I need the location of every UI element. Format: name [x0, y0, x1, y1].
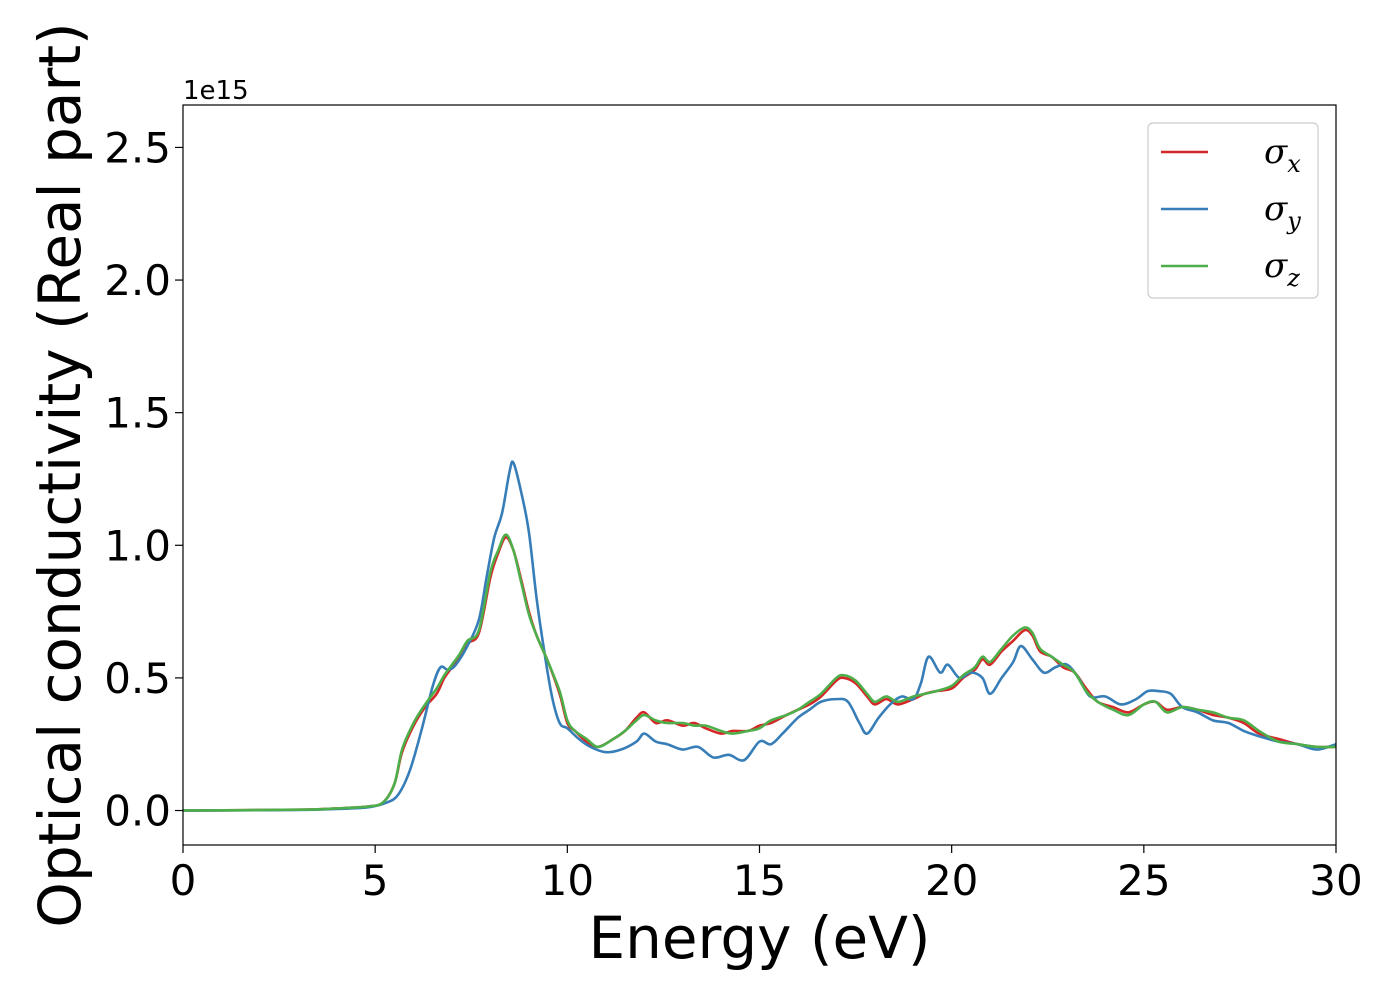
- series-line-y: [183, 460, 1336, 812]
- y-axis-label: Optical conductivity (Real part): [26, 22, 94, 927]
- legend-subscript: y: [1286, 207, 1301, 235]
- legend-subscript: z: [1286, 264, 1300, 292]
- x-tick-label: 0: [170, 856, 197, 905]
- y-tick-label: 2.5: [104, 123, 171, 172]
- legend-box: [1147, 122, 1319, 299]
- x-tick-label: 15: [733, 856, 786, 905]
- x-tick-label: 30: [1309, 856, 1362, 905]
- legend-symbol: σ: [1264, 246, 1288, 286]
- y-offset-label: 1e15: [183, 76, 249, 106]
- x-tick-label: 20: [925, 856, 978, 905]
- series-line-z: [183, 533, 1336, 812]
- y-tick-label: 0.0: [104, 787, 171, 836]
- legend-label-x: σx: [1264, 132, 1301, 178]
- x-tick-label: 10: [541, 856, 594, 905]
- y-tick-label: 1.5: [104, 389, 171, 438]
- y-tick-label: 1.0: [104, 521, 171, 570]
- series-layer: [183, 460, 1336, 812]
- legend-symbol: σ: [1264, 189, 1288, 229]
- y-axis: 0.0 0.5 1.0 1.5 2.0 2.5: [104, 123, 183, 836]
- x-axis-label: Energy (eV): [588, 904, 930, 972]
- x-tick-label: 25: [1117, 856, 1170, 905]
- x-axis: 0 5 10 15 20 25 30: [170, 845, 1363, 905]
- y-tick-label: 0.5: [104, 654, 171, 703]
- legend-label-y: σy: [1264, 189, 1301, 235]
- legend-label-z: σz: [1264, 246, 1300, 292]
- y-tick-label: 2.0: [104, 256, 171, 305]
- legend-subscript: x: [1287, 150, 1301, 178]
- x-tick-label: 5: [362, 856, 389, 905]
- legend-symbol: σ: [1264, 132, 1288, 172]
